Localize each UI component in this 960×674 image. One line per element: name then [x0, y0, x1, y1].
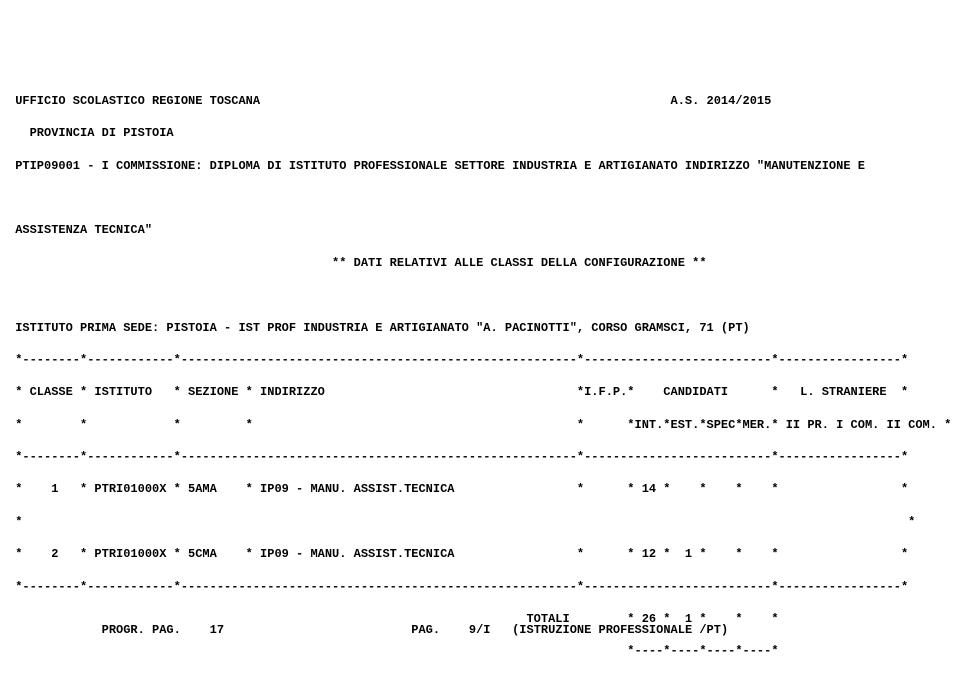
sede-line: ISTITUTO PRIMA SEDE: PISTOIA - IST PROF …: [8, 320, 952, 336]
table-row-2: * 2 * PTRI01000X * 5CMA * IP09 - MANU. A…: [8, 546, 952, 562]
pag-label: PAG. 9/I: [411, 623, 490, 637]
context-label: (ISTRUZIONE PROFESSIONALE /PT): [512, 623, 728, 637]
sep-header: *--------*------------*-----------------…: [8, 449, 952, 465]
report-body: UFFICIO SCOLASTICO REGIONE TOSCANA A.S. …: [8, 77, 952, 674]
commission-line: PTIP09001 - I COMMISSIONE: DIPLOMA DI IS…: [8, 158, 952, 174]
year-label: A.S. 2014/2015: [671, 94, 772, 108]
blank-line: [8, 190, 952, 206]
blank-line: [8, 287, 952, 303]
table-row-1: * 1 * PTRI01000X * 5AMA * IP09 - MANU. A…: [8, 481, 952, 497]
progr-label: PROGR. PAG. 17: [8, 623, 224, 637]
relativi-line: ** DATI RELATIVI ALLE CLASSI DELLA CONFI…: [8, 255, 952, 271]
office-label: UFFICIO SCOLASTICO REGIONE TOSCANA: [8, 94, 260, 108]
province-line: PROVINCIA DI PISTOIA: [8, 125, 952, 141]
sep-bottom: *--------*------------*-----------------…: [8, 579, 952, 595]
footer: PROGR. PAG. 17 PAG. 9/I (ISTRUZIONE PROF…: [8, 605, 952, 654]
sep-top: *--------*------------*-----------------…: [8, 352, 952, 368]
table-header-1: * CLASSE * ISTITUTO * SEZIONE * INDIRIZZ…: [8, 384, 952, 400]
table-row-blank: * *: [8, 514, 952, 530]
table-header-2: * * * * * *INT.*EST.*SPEC*MER.* II PR. I…: [8, 417, 952, 433]
assist-line: ASSISTENZA TECNICA": [8, 222, 952, 238]
header-line-1: UFFICIO SCOLASTICO REGIONE TOSCANA A.S. …: [8, 93, 952, 109]
footer-line: PROGR. PAG. 17 PAG. 9/I (ISTRUZIONE PROF…: [8, 622, 952, 638]
